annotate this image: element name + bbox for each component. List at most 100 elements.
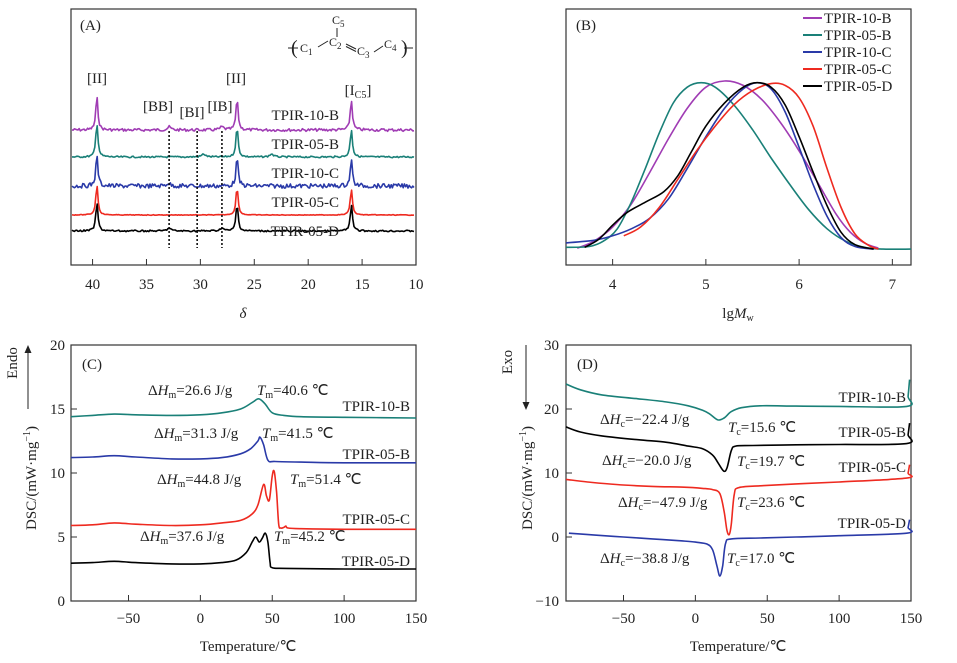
subscript-m: m xyxy=(270,433,278,444)
panel-b-legend: TPIR-10-BTPIR-05-BTPIR-10-CTPIR-05-CTPIR… xyxy=(803,11,892,95)
legend-label-tpir-05-b: TPIR-05-B xyxy=(824,28,892,44)
panel-b-x-axis: 4 5 6 7 xyxy=(609,259,897,293)
exo-arrow-down-icon xyxy=(522,345,530,410)
y-tick-label-20: 20 xyxy=(544,402,559,418)
x-tick-label-50: −50 xyxy=(117,611,140,627)
subscript-m: m xyxy=(169,390,177,401)
panel-a-label: (A) xyxy=(80,18,101,34)
peak-label-suffix: ] xyxy=(366,83,371,99)
x-tick-label-5: 5 xyxy=(702,277,710,293)
series-label-tpir-10-c: TPIR-10-C xyxy=(272,166,340,182)
y-tick-label-5: 5 xyxy=(58,530,66,546)
enthalpy-label-tpir-05-b: ΔHc=−20.0 J/g xyxy=(602,453,692,471)
temperature-label-tpir-05-d: Tc=17.0 ℃ xyxy=(727,551,795,569)
peak-label-ic5-5: [IC5] xyxy=(345,83,372,101)
y-tick-label-10: 10 xyxy=(50,466,65,482)
panel-a-nmr-spectra: (A) 40 35 30 25 20 15 10 [II][BB] [BI] [IB][II][… xyxy=(70,8,424,322)
temperature-label-tpir-05-c: Tc=23.6 ℃ xyxy=(737,495,805,513)
panel-a-plot-frame xyxy=(70,8,417,266)
enthalpy-value: −47.9 J/g xyxy=(651,495,707,511)
peak-label-text: [BI] xyxy=(180,105,205,121)
structure-atom-c3: C3 xyxy=(357,44,370,60)
equals-sign: = xyxy=(278,426,286,442)
y-tick-label-15: 15 xyxy=(50,402,65,418)
equals-sign: = xyxy=(306,472,314,488)
panel-d-annotations: ΔHc=−22.4 J/g Tc=15.6 ℃TPIR-10-BΔHc=−20.0… xyxy=(600,390,906,569)
equals-sign: = xyxy=(290,529,298,545)
delta-symbol: Δ xyxy=(600,551,610,567)
series-line-tpir-05-b xyxy=(70,436,417,464)
temperature-label-tpir-10-b: Tm=40.6 ℃ xyxy=(257,383,328,401)
peak-label-bi-2: [BI] xyxy=(180,105,205,121)
x-tick-label-30: 30 xyxy=(193,277,208,293)
endo-arrow-up-icon xyxy=(24,345,32,409)
t-symbol: T xyxy=(737,454,747,470)
enthalpy-value: 44.8 J/g xyxy=(194,472,242,488)
series-line-tpir-10-b xyxy=(576,80,879,249)
series-label-tpir-05-c: TPIR-05-C xyxy=(839,460,907,476)
x-tick-label-150: 150 xyxy=(405,611,428,627)
temperature-value: 19.7 ℃ xyxy=(758,454,805,470)
y-tick-label-30: 30 xyxy=(544,338,559,354)
structure-bond-c1-c2 xyxy=(317,40,329,48)
h-symbol: H xyxy=(609,551,622,567)
h-symbol: H xyxy=(149,529,162,545)
temperature-label-tpir-05-c: Tm=51.4 ℃ xyxy=(290,472,361,490)
panel-d-exo-label: Exo xyxy=(500,350,516,374)
series-line-tpir-05-c xyxy=(565,464,913,536)
series-line-tpir-10-b xyxy=(71,96,415,133)
peak-label-ib-3: [IB] xyxy=(208,99,233,115)
x-tick-label-150: 150 xyxy=(900,611,923,627)
x-tick-label-6: 6 xyxy=(795,277,803,293)
enthalpy-value: 37.6 J/g xyxy=(177,529,225,545)
peak-label-bb-1: [BB] xyxy=(143,99,173,115)
series-label-tpir-05-d: TPIR-05-D xyxy=(838,516,906,532)
panel-d-series-group xyxy=(565,379,913,577)
series-label-tpir-05-d: TPIR-05-D xyxy=(271,224,339,240)
subscript-c: c xyxy=(621,558,626,569)
t-symbol: T xyxy=(290,472,300,488)
peak-label-text: [II] xyxy=(87,71,107,87)
temperature-value: 45.2 ℃ xyxy=(299,529,346,545)
series-label-tpir-05-b: TPIR-05-B xyxy=(839,425,907,441)
enthalpy-value: −20.0 J/g xyxy=(635,453,691,469)
h-symbol: H xyxy=(627,495,640,511)
temperature-value: 15.6 ℃ xyxy=(749,420,796,436)
t-symbol: T xyxy=(727,551,737,567)
enthalpy-value: 31.3 J/g xyxy=(191,426,239,442)
legend-label-tpir-10-b: TPIR-10-B xyxy=(824,11,892,27)
equals-sign: = xyxy=(627,453,635,469)
panel-b-x-axis-label: lgMw xyxy=(722,306,754,324)
equals-sign: = xyxy=(750,495,758,511)
subscript-c: c xyxy=(736,427,741,438)
subscript-c: c xyxy=(745,502,750,513)
y-tick-label-0: 0 xyxy=(58,594,66,610)
equals-sign: = xyxy=(750,454,758,470)
enthalpy-label-tpir-10-b: ΔHm=26.6 J/g xyxy=(148,383,233,401)
x-tick-label-100: 100 xyxy=(828,611,851,627)
enthalpy-value: −22.4 J/g xyxy=(633,412,689,428)
structure-atom-c5: C5 xyxy=(332,13,345,29)
panel-c-y-axis-label: DSC/(mW·mg−1) xyxy=(22,426,40,530)
series-label-tpir-05-d: TPIR-05-D xyxy=(342,554,410,570)
enthalpy-value: −38.8 J/g xyxy=(633,551,689,567)
x-tick-label-4: 4 xyxy=(609,277,617,293)
subscript-c: c xyxy=(639,502,644,513)
equals-sign: = xyxy=(182,426,190,442)
panel-c-x-axis-label: Temperature/℃ xyxy=(200,639,297,655)
series-line-tpir-05-c xyxy=(70,469,417,531)
subscript-m: m xyxy=(298,479,306,490)
panel-a-x-axis: 40 35 30 25 20 15 10 xyxy=(85,259,424,293)
panel-c-axes: −50 0 50 100 150 0 5 10 15 20 xyxy=(50,338,427,627)
equals-sign: = xyxy=(740,551,748,567)
panel-a-chemical-structure: C5 ( C1 C2 C3 C4 ) xyxy=(288,13,413,60)
enthalpy-label-tpir-05-c: ΔHc=−47.9 J/g xyxy=(618,495,708,513)
panel-c-label: (C) xyxy=(82,357,102,373)
panel-b-series-group xyxy=(565,80,912,251)
h-symbol: H xyxy=(163,426,176,442)
t-symbol: T xyxy=(728,420,738,436)
subscript-c: c xyxy=(735,558,740,569)
subscript-m: m xyxy=(178,479,186,490)
